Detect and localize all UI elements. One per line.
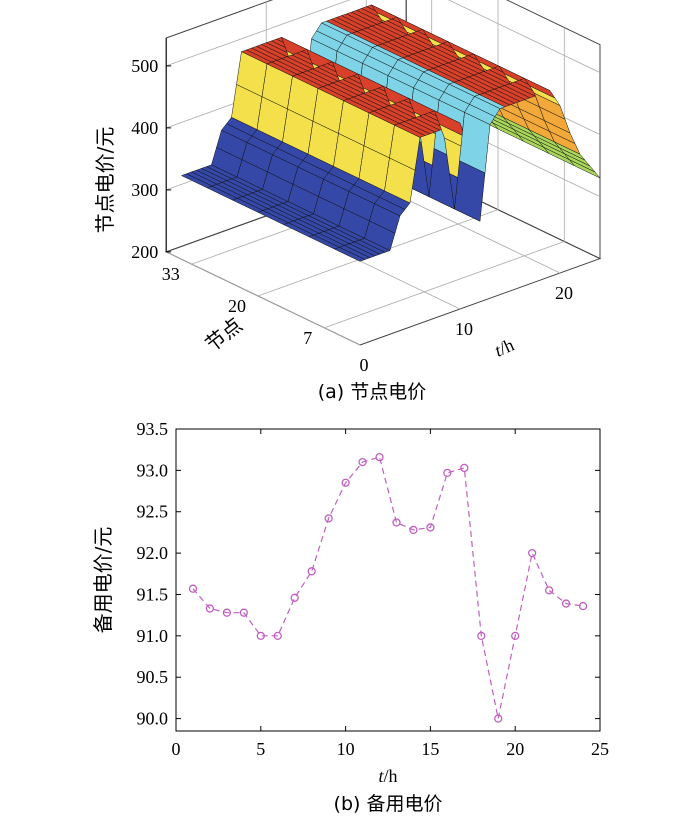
floor-grid-t <box>166 251 361 346</box>
data-point <box>443 468 452 478</box>
data-point <box>409 525 418 535</box>
surface-node-axis-label: 节点 <box>201 313 247 357</box>
data-point <box>188 584 198 593</box>
z-tick-label: 200 <box>131 242 158 262</box>
data-point <box>307 567 316 576</box>
surface-t-axis-label: t/h <box>491 335 517 361</box>
data-point <box>578 601 588 611</box>
y-tick-label: 91.5 <box>137 584 169 604</box>
line-chart-ticks: 0 5 10 15 20 25 90.0 90.5 91.0 91.5 92.0 92.5 93.0 93… <box>137 419 610 759</box>
floor-grid-n <box>324 241 565 329</box>
y-tick-label: 91.0 <box>137 626 169 646</box>
x-tick-label: 15 <box>421 739 439 759</box>
data-point <box>561 599 571 608</box>
x-tick-label: 0 <box>172 739 181 759</box>
node-tick-label: 33 <box>162 264 180 284</box>
data-point <box>341 478 350 487</box>
data-point <box>544 586 554 595</box>
series-markers <box>188 452 588 723</box>
surface-plot <box>180 4 601 262</box>
x-tick-label: 20 <box>506 739 524 759</box>
y-tick-label: 93.5 <box>137 419 169 439</box>
line-chart-plot-area <box>175 428 601 732</box>
panel-b-line-chart: 0 5 10 15 20 25 90.0 90.5 91.0 91.5 92.0 92.5 93.0 93… <box>91 419 609 815</box>
data-point <box>239 608 248 617</box>
surface-z-axis-label: 节点电价/元 <box>93 127 117 234</box>
line-chart-x-axis-label: t/h <box>378 766 397 786</box>
z-tick-label: 500 <box>131 56 158 76</box>
side-grid-z <box>447 0 601 73</box>
y-tick-label: 90.5 <box>137 667 169 687</box>
y-tick-label: 92.0 <box>137 543 169 563</box>
node-tick-label: 7 <box>303 328 312 348</box>
surface-axis-ticks: 200 300 400 500 0 10 20 7 20 33 <box>131 56 573 375</box>
data-point <box>358 457 367 467</box>
data-point <box>511 631 520 640</box>
series-line <box>192 456 584 719</box>
t-tick-label: 20 <box>555 283 573 303</box>
data-point <box>477 631 486 640</box>
surface-cell <box>569 159 601 179</box>
data-point <box>273 631 282 640</box>
data-point <box>528 548 537 558</box>
wall-grid-z <box>166 0 351 67</box>
y-tick-label: 90.0 <box>137 709 169 729</box>
panel-a-caption: (a) 节点电价 <box>318 381 427 403</box>
z-tick-label: 300 <box>131 180 158 200</box>
data-point <box>494 714 503 723</box>
data-point <box>375 452 384 462</box>
panel-b-caption: (b) 备用电价 <box>334 793 443 815</box>
z-tick-label: 400 <box>131 118 158 138</box>
data-point <box>460 463 469 473</box>
t-tick-label: 0 <box>360 355 369 375</box>
data-point <box>205 604 215 613</box>
x-tick-label: 5 <box>256 739 265 759</box>
x-tick-label: 25 <box>591 739 609 759</box>
data-point <box>290 593 299 602</box>
x-tick-label: 10 <box>337 739 355 759</box>
data-point <box>256 631 265 640</box>
t-tick-label: 10 <box>455 319 473 339</box>
line-chart-y-axis-label: 备用电价/元 <box>91 527 115 634</box>
data-point <box>426 523 435 532</box>
y-tick-label: 93.0 <box>137 460 169 480</box>
panel-a-surface-chart: 200 300 400 500 0 10 20 7 20 33 节点电价/元 节点 t/h (a)… <box>93 0 602 403</box>
data-point <box>392 518 401 527</box>
data-point <box>222 608 232 617</box>
y-tick-label: 92.5 <box>137 502 169 522</box>
data-point <box>324 514 333 523</box>
node-tick-label: 20 <box>228 296 246 316</box>
